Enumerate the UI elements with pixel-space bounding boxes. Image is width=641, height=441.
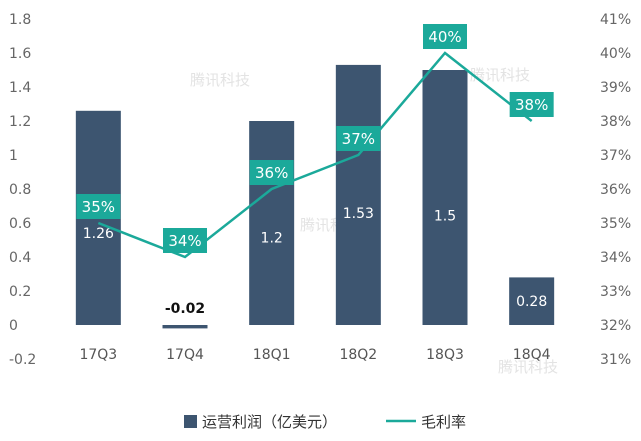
bar-value-label: -0.02: [165, 301, 205, 317]
legend: 运营利润（亿美元） 毛利率: [184, 413, 466, 431]
right-tick-label: 34%: [600, 250, 631, 266]
line-value-label: 36%: [255, 164, 288, 182]
right-tick-label: 31%: [600, 352, 631, 368]
line-value-box: [76, 194, 121, 219]
right-tick-label: 41%: [600, 12, 631, 28]
line-value-label: 35%: [82, 198, 115, 216]
category-label: 17Q4: [166, 347, 204, 363]
left-tick-label: 0.8: [9, 182, 31, 198]
left-tick-label: 0.6: [9, 216, 31, 232]
right-tick-label: 38%: [600, 114, 631, 130]
left-tick-label: 0.2: [9, 284, 31, 300]
bar-value-label: 0.28: [516, 294, 547, 310]
watermark-text: 腾讯科技: [498, 358, 558, 376]
bar: [335, 64, 381, 326]
legend-bar-swatch: [184, 415, 197, 428]
line-value-label: 38%: [515, 96, 548, 114]
right-tick-label: 33%: [600, 284, 631, 300]
bar: [162, 325, 208, 329]
right-axis: 31% 32% 33% 34% 35% 36% 37% 38% 39% 40% 41%: [600, 12, 631, 368]
line-value-box: [509, 92, 554, 117]
category-label: 18Q2: [339, 347, 377, 363]
legend-bar-label: 运营利润（亿美元）: [202, 413, 337, 431]
category-label: 17Q3: [79, 347, 117, 363]
line-value-label: 34%: [168, 232, 201, 250]
bar-value-label: 1.53: [343, 206, 374, 222]
line-value-box: [423, 24, 467, 49]
category-label: 18Q1: [253, 347, 291, 363]
left-tick-label: 0.4: [9, 250, 31, 266]
bar-value-label: 1.26: [83, 226, 114, 242]
left-tick-label: 1.8: [9, 12, 31, 28]
right-tick-label: 35%: [600, 216, 631, 232]
legend-line-label: 毛利率: [421, 413, 466, 431]
category-label: 18Q4: [513, 347, 551, 363]
x-axis: 17Q3 17Q4 18Q1 18Q2 18Q3 18Q4: [79, 347, 550, 363]
right-tick-label: 39%: [600, 80, 631, 96]
right-tick-label: 32%: [600, 318, 631, 334]
right-tick-label: 40%: [600, 46, 631, 62]
left-tick-label: -0.2: [9, 352, 36, 368]
left-tick-label: 1.4: [9, 80, 31, 96]
right-tick-label: 37%: [600, 148, 631, 164]
left-axis: -0.2 0 0.2 0.4 0.6 0.8 1 1.2 1.4 1.6 1.8: [9, 12, 36, 368]
bar-value-label: 1.2: [261, 230, 283, 246]
line-value-box: [163, 228, 207, 253]
left-tick-label: 1.6: [9, 46, 31, 62]
watermark-text: 腾讯科技: [190, 71, 250, 89]
bar: [422, 70, 468, 325]
line-series: 35% 34% 36% 37% 40% 38%: [76, 24, 554, 259]
line-value-box: [336, 126, 381, 151]
watermark-text: 腾讯科技: [470, 66, 530, 84]
left-tick-label: 0: [9, 318, 18, 334]
line-value-label: 37%: [342, 130, 375, 148]
right-tick-label: 36%: [600, 182, 631, 198]
bar-value-label: 1.5: [434, 208, 456, 224]
bar: [509, 277, 555, 325]
left-tick-label: 1: [9, 148, 18, 164]
line-value-box: [249, 160, 294, 185]
bar-series: 1.26 -0.02 1.2 1.53 1.5 0.28: [75, 64, 555, 329]
line-value-label: 40%: [428, 28, 461, 46]
category-label: 18Q3: [426, 347, 464, 363]
left-tick-label: 1.2: [9, 114, 31, 130]
bar: [249, 121, 295, 325]
